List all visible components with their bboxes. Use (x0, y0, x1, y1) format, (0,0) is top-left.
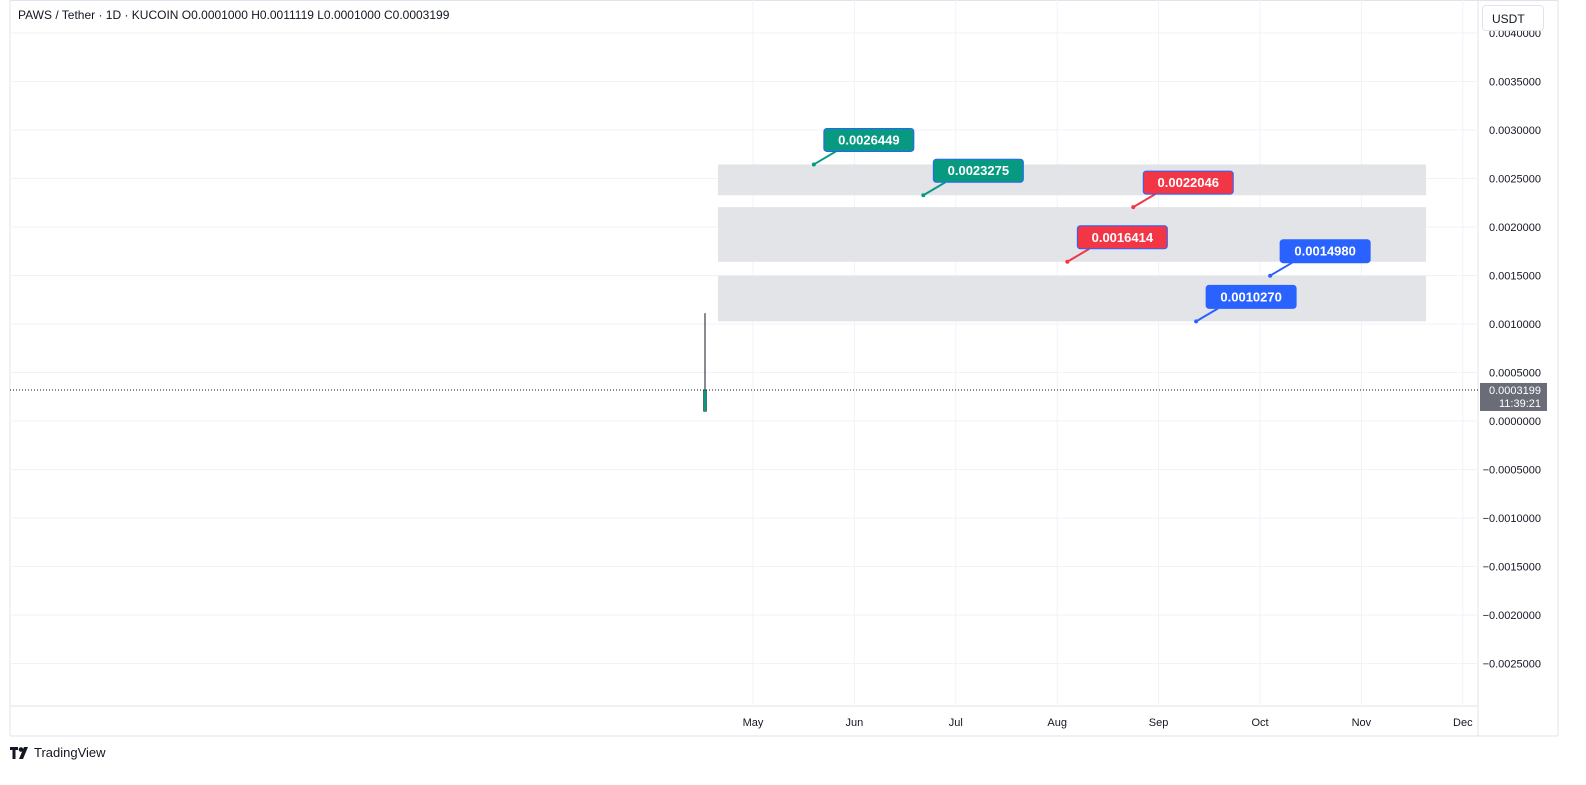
y-tick-label: 0.0040000 (1489, 28, 1541, 40)
price-zone[interactable] (718, 275, 1426, 322)
callout-text: 0.0023275 (948, 163, 1009, 178)
callout-text: 0.0014980 (1294, 244, 1355, 259)
y-tick-label: 0.0015000 (1489, 271, 1541, 283)
symbol-info: PAWS / Tether · 1D · KUCOIN O0.0001000 H… (18, 8, 450, 22)
x-tick-label: Jun (846, 717, 864, 729)
countdown-timer: 11:39:21 (1499, 398, 1541, 410)
callout-text: 0.0022046 (1158, 175, 1219, 190)
y-tick-label: 0.0035000 (1489, 77, 1541, 89)
candle-body[interactable] (703, 389, 707, 412)
x-tick-label: Nov (1352, 717, 1372, 729)
y-tick-label: 0.0020000 (1489, 222, 1541, 234)
x-tick-label: Dec (1453, 717, 1473, 729)
x-tick-label: Aug (1047, 717, 1067, 729)
price-labels: 0.0026449 0.0023275 0.0022046 0.0016414 0.00… (811, 127, 1371, 324)
callout-box (1142, 170, 1234, 195)
y-tick-label: −0.0020000 (1483, 610, 1541, 622)
callout-text: 0.0016414 (1092, 230, 1154, 245)
x-tick-label: Oct (1251, 717, 1268, 729)
callout-pointer (1066, 247, 1090, 263)
price-label-callout[interactable]: 0.0022046 (1131, 170, 1234, 210)
callout-anchor (1268, 273, 1273, 278)
y-tick-label: −0.0025000 (1483, 659, 1541, 671)
price-label-callout[interactable]: 0.0014980 (1268, 239, 1371, 278)
y-tick-label: 0.0000000 (1489, 416, 1541, 428)
time-axis: May Jun Jul Aug Sep Oct Nov Dec (743, 717, 1473, 729)
callout-anchor (811, 162, 816, 167)
y-tick-label: 0.0010000 (1489, 319, 1541, 331)
callout-pointer (1269, 261, 1293, 277)
callout-anchor (1131, 205, 1136, 210)
callout-pointer (1195, 307, 1219, 323)
y-tick-label: −0.0015000 (1483, 562, 1541, 574)
callout-box (1076, 225, 1168, 250)
last-price-badge-box (1480, 382, 1547, 411)
callout-pointer (813, 150, 837, 166)
y-tick-label: 0.0030000 (1489, 125, 1541, 137)
callout-text: 0.0026449 (838, 132, 899, 147)
price-zone[interactable] (718, 164, 1426, 196)
candles (703, 313, 707, 412)
callout-anchor (921, 193, 926, 198)
y-tick-label: 0.0025000 (1489, 174, 1541, 186)
last-price-value: 0.0003199 (1489, 385, 1541, 397)
callout-pointer (922, 181, 946, 197)
price-label-callout[interactable]: 0.0023275 (921, 158, 1024, 198)
price-label-callout[interactable]: 0.0026449 (811, 127, 915, 167)
x-tick-label: Sep (1149, 717, 1169, 729)
callout-anchor (1065, 259, 1070, 264)
x-tick-label: May (743, 717, 764, 729)
x-tick-label: Jul (949, 717, 963, 729)
price-zones (718, 164, 1426, 322)
callout-anchor (1194, 319, 1199, 324)
y-tick-label: 0.0005000 (1489, 368, 1541, 380)
y-tick-label: −0.0005000 (1483, 465, 1541, 477)
price-label-callout[interactable]: 0.0010270 (1194, 284, 1297, 324)
callout-text: 0.0010270 (1220, 289, 1281, 304)
tradingview-logo-icon (10, 746, 28, 759)
callout-box (932, 158, 1024, 183)
callout-box (1205, 284, 1297, 309)
y-tick-label: −0.0010000 (1483, 513, 1541, 525)
callout-box (823, 127, 915, 152)
callout-pointer (1132, 193, 1156, 209)
currency-button[interactable]: USDT (1482, 5, 1544, 31)
price-label-callout[interactable]: 0.0016414 (1065, 225, 1168, 264)
grid-lines (9, 0, 1559, 737)
callout-box (1279, 239, 1371, 264)
brand-label: TradingView (34, 745, 106, 760)
tradingview-brand[interactable]: TradingView (10, 745, 106, 760)
price-axis: 0.0040000 0.0035000 0.0030000 0.0025000 0.00… (1483, 28, 1541, 671)
